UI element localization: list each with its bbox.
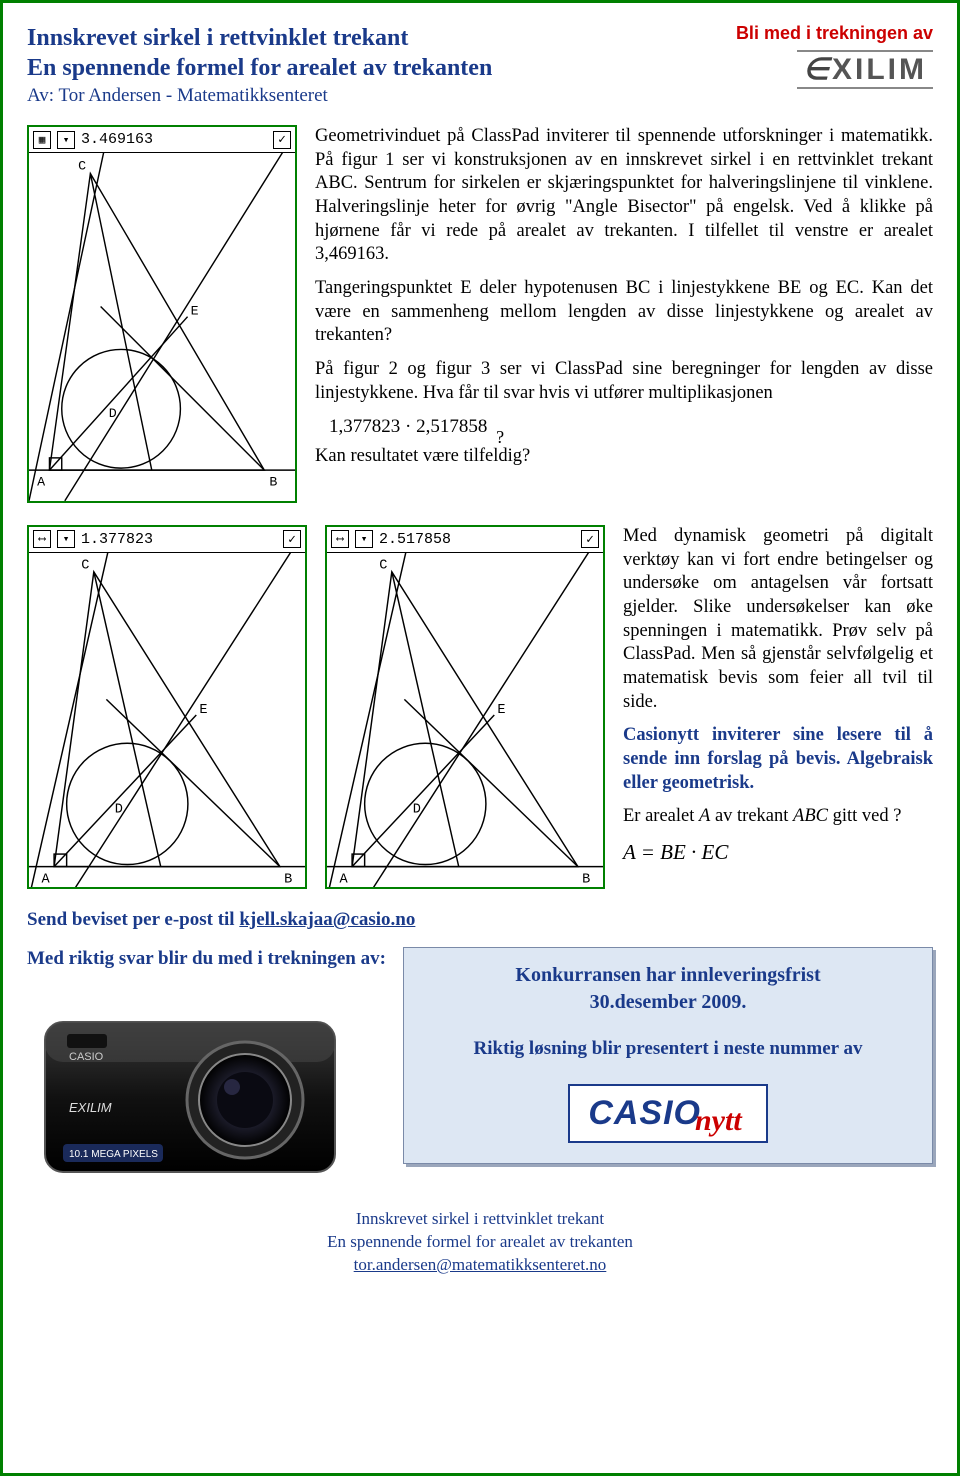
casionytt-logo: CASIOnytt: [568, 1084, 767, 1143]
footer-l1: Innskrevet sirkel i rettvinklet trekant: [27, 1208, 933, 1231]
page-frame: Innskrevet sirkel i rettvinklet trekant …: [0, 0, 960, 1476]
footer-email[interactable]: tor.andersen@matematikksenteret.no: [354, 1255, 607, 1274]
title-line-2: En spennende formel for arealet av treka…: [27, 53, 633, 83]
body-text-1: Geometrivinduet på ClassPad inviterer ti…: [315, 125, 933, 503]
paragraph: Med dynamisk geometri på digitalt verktø…: [623, 525, 933, 714]
header: Innskrevet sirkel i rettvinklet trekant …: [27, 23, 933, 107]
svg-text:E: E: [191, 304, 199, 319]
logo-nytt: nytt: [695, 1104, 742, 1137]
formula-big: A = BE · EC: [623, 839, 933, 866]
bottom-right: Konkurransen har innleveringsfrist 30.de…: [403, 947, 933, 1164]
svg-text:D: D: [115, 802, 123, 817]
figure-3: ⟷ ▾ 2.517858 ✓ A B: [325, 525, 605, 890]
p3b: av trekant: [710, 806, 793, 826]
figure-3-toolbar: ⟷ ▾ 2.517858 ✓: [327, 527, 603, 553]
paragraph: Tangeringspunktet E deler hypotenusen BC…: [315, 277, 933, 348]
check-icon: ✓: [273, 131, 291, 149]
figure-1-value: 3.469163: [81, 131, 267, 148]
email-link[interactable]: kjell.skajaa@casio.no: [239, 909, 415, 930]
invite-paragraph: Casionytt inviterer sine lesere til å se…: [623, 724, 933, 795]
measure-icon: ⟷: [331, 530, 349, 548]
svg-text:A: A: [37, 474, 45, 489]
dropdown-icon: ▾: [355, 530, 373, 548]
logo-casio: CASIO: [588, 1094, 701, 1132]
dropdown-icon: ▾: [57, 530, 75, 548]
header-left: Innskrevet sirkel i rettvinklet trekant …: [27, 23, 633, 107]
footer: Innskrevet sirkel i rettvinklet trekant …: [27, 1208, 933, 1277]
paragraph: På figur 2 og figur 3 ser vi ClassPad si…: [315, 358, 933, 405]
formula-q: ?: [496, 427, 504, 447]
svg-text:C: C: [81, 559, 89, 574]
figure-1-toolbar: ▦ ▾ 3.469163 ✓: [29, 127, 295, 153]
svg-text:C: C: [379, 559, 387, 574]
email-prefix: Send beviset per e-post til: [27, 909, 239, 930]
brand-text: XILIM: [832, 53, 927, 86]
figure-1: ▦ ▾ 3.469163 ✓: [27, 125, 297, 503]
p3c: gitt ved ?: [828, 806, 901, 826]
svg-text:E: E: [199, 703, 207, 718]
figure-2: ⟷ ▾ 1.377823 ✓ A B: [27, 525, 307, 890]
svg-text:A: A: [340, 872, 349, 887]
deadline: Konkurransen har innleveringsfrist 30.de…: [422, 962, 914, 1016]
measure-icon: ⟷: [33, 530, 51, 548]
p3a: Er arealet: [623, 806, 699, 826]
row-2: ⟷ ▾ 1.377823 ✓ A B: [27, 525, 933, 890]
figure-2-svg: A B C D E: [29, 553, 305, 888]
prize-caption: Med riktig svar blir du med i trekningen…: [27, 947, 387, 972]
svg-text:B: B: [284, 872, 292, 887]
svg-text:D: D: [109, 406, 117, 421]
figure-2-value: 1.377823: [81, 531, 277, 548]
camera-brand: CASIO: [69, 1051, 104, 1063]
dropdown-icon: ▾: [57, 131, 75, 149]
title-line-1: Innskrevet sirkel i rettvinklet trekant: [27, 23, 633, 53]
next-issue: Riktig løsning blir presentert i neste n…: [422, 1038, 914, 1060]
row-1: ▦ ▾ 3.469163 ✓: [27, 125, 933, 503]
email-line: Send beviset per e-post til kjell.skajaa…: [27, 909, 933, 931]
svg-text:B: B: [582, 872, 590, 887]
header-right: Bli med i trekningen av ∈XILIM: [633, 23, 933, 89]
check-icon: ✓: [581, 530, 599, 548]
svg-text:E: E: [497, 703, 505, 718]
info-box: Konkurransen har innleveringsfrist 30.de…: [403, 947, 933, 1164]
camera-image: CASIO EXILIM 10.1 MEGA PIXELS: [27, 984, 347, 1184]
svg-text:B: B: [269, 474, 277, 489]
figure-1-column: ▦ ▾ 3.469163 ✓: [27, 125, 297, 503]
exilim-logo: ∈XILIM: [797, 50, 933, 89]
bottom-row: Med riktig svar blir du med i trekningen…: [27, 947, 933, 1184]
figure-3-svg: A B C D E: [327, 553, 603, 888]
deadline-l1: Konkurransen har innleveringsfrist: [515, 964, 820, 986]
svg-text:C: C: [78, 158, 86, 173]
body-text-2: Med dynamisk geometri på digitalt verktø…: [623, 525, 933, 890]
figure-1-svg: A B C D E: [29, 153, 295, 501]
deadline-l2: 30.desember 2009.: [590, 991, 747, 1013]
promo-text: Bli med i trekningen av: [633, 23, 933, 44]
footer-l2: En spennende formel for arealet av treka…: [27, 1231, 933, 1254]
paragraph: Kan resultatet være tilfeldig?: [315, 445, 933, 469]
check-icon: ✓: [283, 530, 301, 548]
figure-3-value: 2.517858: [379, 531, 575, 548]
paragraph: Geometrivinduet på ClassPad inviterer ti…: [315, 125, 933, 267]
camera-mp: 10.1 MEGA PIXELS: [69, 1149, 158, 1160]
svg-text:D: D: [413, 802, 421, 817]
camera-model: EXILIM: [69, 1100, 112, 1115]
figure-2-toolbar: ⟷ ▾ 1.377823 ✓: [29, 527, 305, 553]
paragraph: Er arealet A av trekant ABC gitt ved ?: [623, 805, 933, 829]
formula-line: 1,377823 · 2,517858 ?: [329, 415, 933, 443]
grid-icon: ▦: [33, 131, 51, 149]
byline: Av: Tor Andersen - Matematikksenteret: [27, 85, 633, 107]
formula: 1,377823 · 2,517858: [329, 416, 487, 437]
bottom-left: Med riktig svar blir du med i trekningen…: [27, 947, 387, 1184]
svg-text:A: A: [42, 872, 51, 887]
